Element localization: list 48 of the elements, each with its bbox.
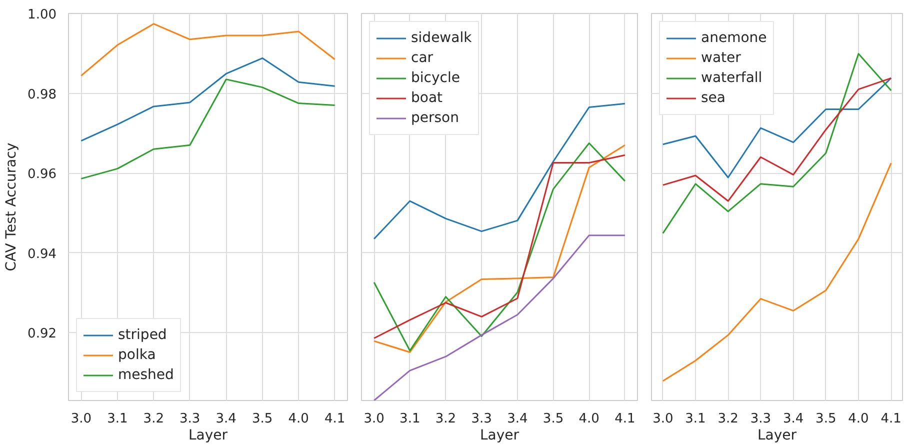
- legend-label: striped: [118, 327, 167, 343]
- x-axis-title: Layer: [757, 428, 797, 444]
- y-tick-label: 0.96: [28, 167, 57, 182]
- legend-label: anemone: [701, 30, 767, 46]
- line-series: [80, 78, 336, 180]
- y-tick-label: 0.98: [28, 87, 57, 102]
- x-tick-label: 3.1: [685, 412, 706, 426]
- legend-label: polka: [118, 347, 156, 363]
- legend-label: car: [411, 50, 434, 66]
- y-tick-label: 0.94: [28, 246, 57, 262]
- x-tick-label: 3.0: [364, 412, 384, 426]
- line-series: [80, 23, 336, 76]
- x-tick-label: 3.5: [252, 412, 273, 426]
- x-tick-label: 4.0: [578, 412, 600, 426]
- x-tick-label: 3.2: [143, 412, 164, 426]
- x-tick-label: 4.1: [880, 412, 902, 426]
- x-tick-label: 3.4: [216, 412, 236, 426]
- y-tick-label: 1.00: [28, 8, 57, 22]
- legend-label: person: [411, 110, 459, 126]
- legend-label: sea: [701, 90, 726, 106]
- x-tick-label: 4.1: [324, 412, 346, 426]
- legend-label: boat: [411, 90, 443, 106]
- x-tick-label: 4.0: [288, 412, 309, 426]
- legend-label: meshed: [118, 367, 174, 383]
- x-tick-label: 3.1: [400, 412, 420, 426]
- x-axis-title: Layer: [480, 428, 520, 444]
- x-tick-label: 4.0: [848, 412, 869, 426]
- x-axis-title: Layer: [188, 428, 228, 444]
- x-tick-label: 3.4: [507, 412, 528, 426]
- x-tick-label: 3.5: [542, 412, 564, 426]
- x-tick-label: 3.0: [652, 412, 674, 426]
- legend-label: waterfall: [701, 70, 762, 86]
- legend-label: bicycle: [411, 70, 460, 86]
- legend-label: sidewalk: [411, 30, 472, 46]
- y-tick-label: 0.92: [28, 326, 57, 342]
- x-tick-label: 3.0: [70, 412, 92, 426]
- x-tick-label: 3.5: [816, 412, 836, 426]
- x-tick-label: 3.2: [718, 412, 738, 426]
- x-tick-label: 3.4: [782, 412, 804, 426]
- legend-label: water: [701, 50, 741, 66]
- x-tick-label: 3.3: [471, 412, 492, 426]
- line-series: [80, 57, 336, 142]
- x-tick-label: 3.3: [750, 412, 772, 426]
- x-tick-label: 3.2: [435, 412, 456, 426]
- x-tick-label: 4.1: [614, 412, 636, 426]
- x-tick-label: 3.1: [107, 412, 128, 426]
- x-tick-label: 3.3: [180, 412, 200, 426]
- y-axis-title: CAV Test Accuracy: [4, 142, 20, 272]
